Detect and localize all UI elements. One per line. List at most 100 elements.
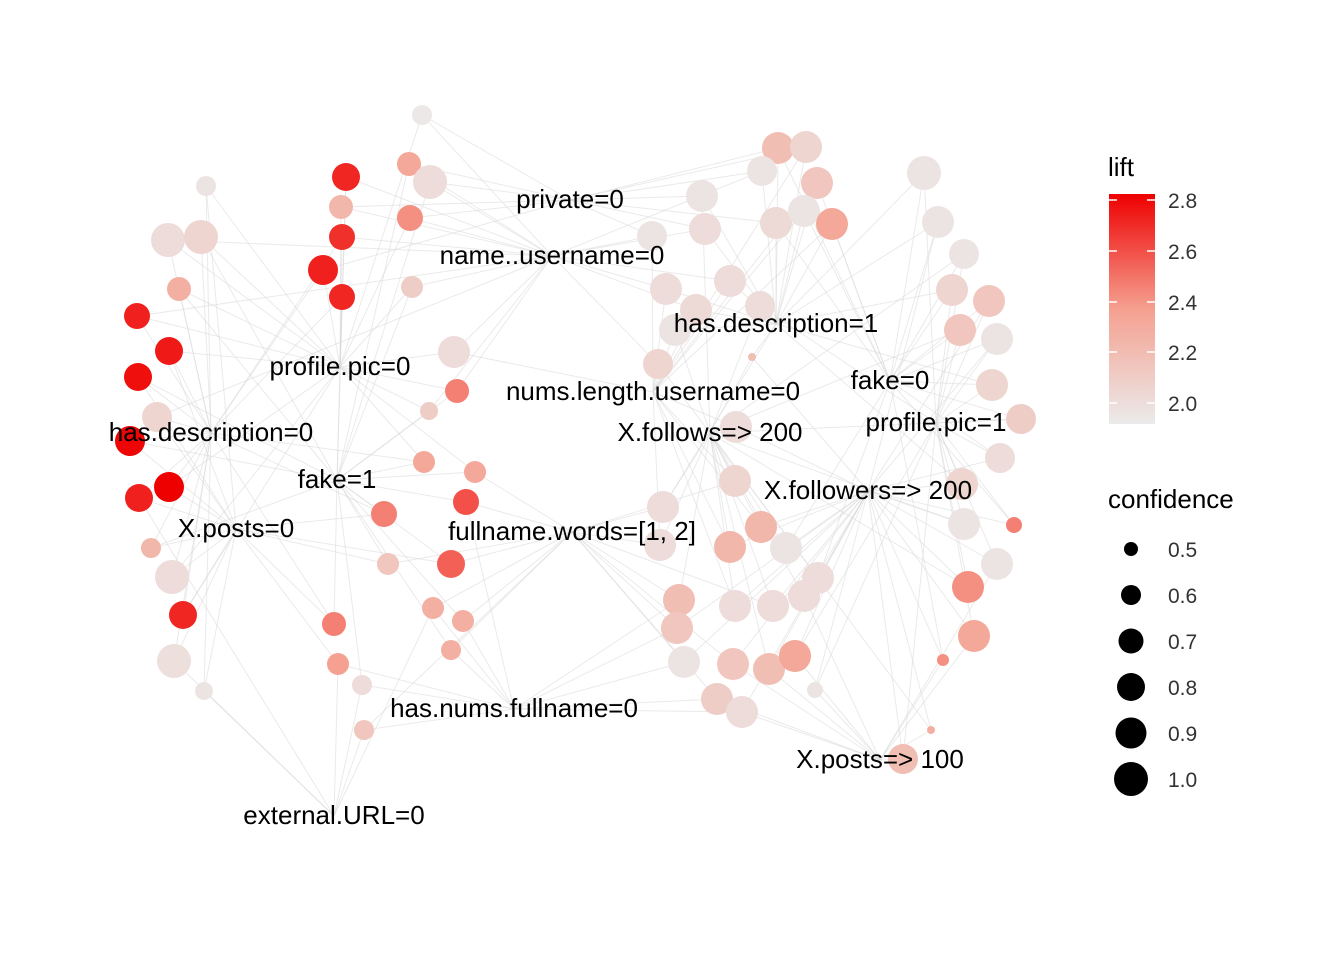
rule-edge: [167, 239, 341, 368]
rule-edge: [429, 181, 553, 257]
rule-edge: [775, 223, 833, 325]
rule-edge: [340, 206, 553, 257]
rule-node: [644, 529, 676, 561]
rule-edge: [136, 315, 341, 368]
rule-edge: [571, 531, 678, 629]
rule-edge: [333, 479, 338, 625]
rule-edge: [814, 689, 881, 761]
rule-node: [801, 167, 833, 199]
rule-edge: [178, 288, 212, 434]
rule-node: [701, 683, 733, 715]
lift-tick-label: 2.8: [1168, 190, 1197, 213]
rule-node: [922, 206, 954, 238]
rule-nodes: [115, 105, 1036, 774]
rule-edge: [867, 490, 975, 637]
rule-node: [308, 255, 338, 285]
rule-edge: [775, 289, 953, 325]
rule-edge: [167, 239, 553, 257]
rule-edge: [453, 255, 553, 353]
rule-edge: [453, 351, 654, 393]
rule-edge: [513, 627, 678, 710]
rule-edge: [867, 457, 1001, 492]
rule-edge: [203, 690, 335, 817]
rule-edge: [678, 432, 711, 601]
rule-node: [647, 491, 679, 523]
rule-edge: [775, 221, 939, 325]
rule-node: [464, 461, 486, 483]
rule-node: [726, 696, 758, 728]
rule-edge: [336, 410, 430, 481]
rule-edge: [652, 223, 833, 393]
rule-edge: [652, 210, 805, 393]
rule-edge: [709, 253, 965, 434]
item-label: nums.length.username=0: [506, 376, 800, 406]
rule-node: [748, 353, 756, 361]
rule-edge: [345, 176, 553, 257]
rule-edge: [551, 255, 659, 365]
rule-edge: [150, 479, 338, 549]
rule-edge: [333, 729, 365, 817]
rule-edge: [662, 323, 777, 508]
rule-edge: [429, 181, 571, 201]
rule-node: [437, 550, 465, 578]
rule-node: [397, 205, 423, 231]
rule-node: [413, 451, 435, 473]
rule-edge: [902, 422, 937, 760]
rule-edge: [182, 366, 341, 616]
rule-node: [779, 640, 811, 672]
rule-edge: [569, 147, 779, 201]
item-label: fullname.words=[1, 2]: [448, 516, 696, 546]
rule-edge: [676, 490, 869, 629]
rule-edge: [432, 531, 573, 609]
rule-node: [714, 531, 746, 563]
rule-node: [155, 560, 189, 594]
rule-edge: [768, 668, 881, 761]
rule-node: [976, 369, 1008, 401]
rule-node: [124, 363, 152, 391]
lift-tick-label: 2.0: [1168, 393, 1197, 416]
rule-edge: [513, 661, 685, 710]
confidence-size-swatch: [1115, 717, 1147, 749]
rule-edge: [336, 296, 343, 481]
rule-node: [124, 303, 150, 329]
rule-edge: [136, 315, 212, 434]
confidence-tick-label: 0.9: [1168, 723, 1197, 746]
rule-node: [196, 176, 216, 196]
rule-edge: [889, 300, 990, 382]
lift-tick-label: 2.6: [1168, 241, 1197, 264]
rule-edge: [879, 659, 944, 761]
rule-node: [790, 131, 822, 163]
rule-edge: [203, 432, 212, 692]
confidence-size-swatch: [1124, 542, 1138, 556]
rule-node: [195, 682, 213, 700]
rule-edge: [339, 286, 413, 368]
rule-edge: [794, 655, 881, 761]
rule-edge: [775, 323, 963, 485]
rule-edge: [137, 376, 212, 434]
rule-edge: [867, 490, 944, 661]
rule-edge: [129, 440, 338, 481]
item-label: X.followers=> 200: [764, 475, 972, 505]
rule-edge: [867, 490, 932, 731]
rule-edge: [333, 684, 363, 817]
rule-edge: [138, 497, 335, 817]
rule-node: [888, 744, 918, 774]
rule-edge: [178, 288, 341, 368]
rule-edge: [709, 432, 965, 525]
rule-node: [719, 590, 751, 622]
rule-node: [719, 465, 751, 497]
rule-edge: [772, 490, 869, 607]
rule-edge: [709, 418, 1022, 434]
rule-node: [949, 239, 979, 269]
rule-edge: [935, 338, 998, 424]
rule-edge: [867, 490, 904, 760]
rule-edge: [889, 380, 1022, 420]
rule-edge: [935, 289, 953, 424]
rule-edge: [551, 255, 667, 290]
item-label: profile.pic=0: [270, 351, 411, 381]
rule-edge: [659, 432, 711, 546]
rule-node: [142, 402, 172, 432]
rule-edge: [465, 501, 515, 710]
rule-edge: [173, 528, 237, 662]
